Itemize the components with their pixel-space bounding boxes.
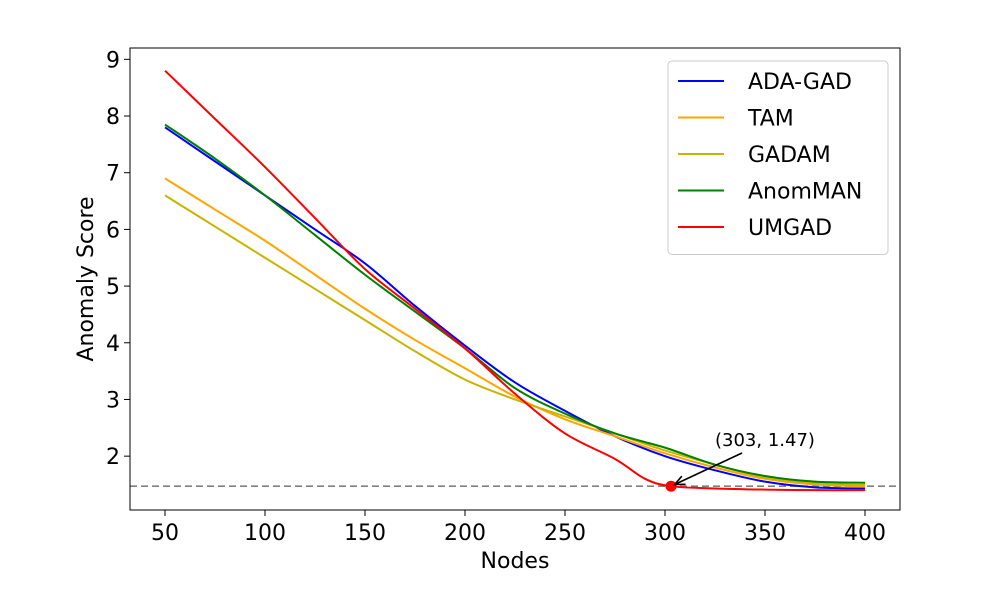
y-tick-label: 3 — [106, 388, 120, 413]
y-tick-label: 4 — [106, 332, 120, 357]
series-line-gadam — [164, 194, 866, 487]
series-line-ada-gad — [164, 126, 866, 490]
legend-label: GADAM — [748, 143, 831, 168]
x-tick-label: 300 — [644, 521, 686, 546]
x-tick-label: 50 — [151, 521, 179, 546]
highlight-point — [665, 480, 677, 492]
legend-label: AnomMAN — [748, 180, 862, 205]
y-tick-label: 5 — [106, 275, 120, 300]
annotation-arrow — [674, 452, 743, 486]
x-tick-label: 350 — [744, 521, 786, 546]
x-tick-label: 100 — [244, 521, 286, 546]
y-tick-label: 8 — [106, 105, 120, 130]
x-tick-label: 150 — [344, 521, 386, 546]
x-tick-label: 400 — [844, 521, 886, 546]
plot-frame — [129, 47, 901, 511]
x-axis-label: Nodes — [481, 549, 550, 574]
legend-label: ADA-GAD — [748, 70, 852, 95]
series-line-umgad — [164, 69, 866, 492]
y-tick-label: 6 — [106, 218, 120, 243]
annotation-label: (303, 1.47) — [715, 430, 815, 451]
series-line-tam — [164, 177, 866, 488]
y-tick-label: 2 — [106, 445, 120, 470]
series-line-anomman — [164, 123, 866, 484]
legend-box — [667, 60, 889, 255]
y-axis-label: Anomaly Score — [74, 196, 99, 361]
x-tick-label: 250 — [544, 521, 586, 546]
y-tick-label: 7 — [106, 162, 120, 187]
x-tick-label: 200 — [444, 521, 486, 546]
annotation-arrowhead — [672, 475, 686, 486]
y-tick-label: 9 — [106, 48, 120, 73]
legend-label: TAM — [747, 107, 794, 132]
legend-label: UMGAD — [748, 216, 832, 241]
